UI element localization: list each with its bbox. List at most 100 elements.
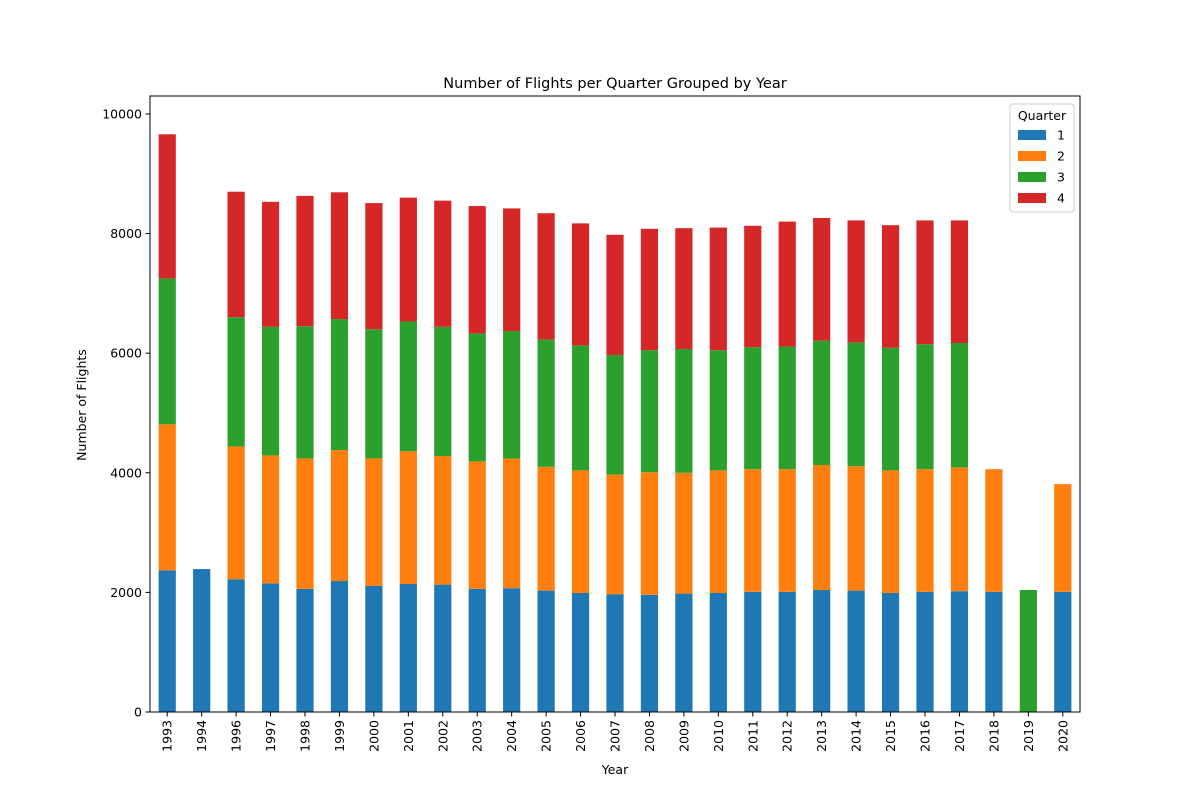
- x-tick-label: 1998: [298, 720, 313, 752]
- bar-2010-q3: [709, 350, 727, 471]
- bar-2016-q4: [916, 220, 934, 345]
- bar-2015-q2: [881, 470, 900, 593]
- x-tick-label: 2002: [435, 720, 450, 752]
- x-tick-label: 2011: [745, 720, 760, 752]
- bar-2011-q2: [744, 469, 762, 592]
- x-tick-label: 1997: [263, 720, 278, 752]
- bar-1997-q1: [261, 583, 280, 712]
- bar-2005-q1: [537, 590, 555, 712]
- y-tick-label: 8000: [110, 226, 142, 241]
- x-tick-label: 2014: [849, 720, 864, 752]
- bar-1996-q3: [227, 317, 245, 447]
- bar-2005-q2: [537, 466, 555, 591]
- bar-1999-q4: [330, 192, 349, 320]
- y-axis-label: Number of Flights: [74, 349, 89, 461]
- legend: Quarter 1 2 3 4: [1009, 103, 1075, 213]
- bar-2010-q2: [709, 470, 727, 593]
- legend-swatch-q4: [1018, 193, 1046, 203]
- bar-2016-q1: [916, 591, 934, 712]
- bar-2013-q4: [813, 218, 831, 341]
- bars-layer: [158, 134, 1072, 712]
- bar-1996-q2: [227, 446, 245, 580]
- bar-1993-q2: [158, 424, 176, 571]
- bar-2015-q3: [881, 347, 900, 471]
- bar-2008-q2: [640, 472, 659, 595]
- bar-1996-q4: [227, 191, 245, 318]
- bar-2017-q3: [950, 343, 969, 468]
- bar-2004-q4: [503, 208, 521, 332]
- bar-2009-q2: [675, 472, 693, 594]
- y-tick-label: 6000: [110, 346, 142, 361]
- bar-1998-q2: [296, 458, 314, 589]
- x-tick-label: 2010: [711, 720, 726, 752]
- y-tick-label: 0: [134, 705, 142, 720]
- bar-2006-q1: [571, 592, 590, 712]
- bar-1993-q1: [158, 570, 176, 712]
- bar-1998-q3: [296, 326, 314, 459]
- bar-2002-q2: [434, 456, 452, 585]
- bar-2006-q2: [571, 470, 590, 593]
- x-tick-label: 2006: [573, 720, 588, 752]
- x-tick-label: 2003: [470, 720, 485, 752]
- bar-2014-q1: [847, 590, 865, 712]
- x-tick-label: 1994: [194, 720, 209, 752]
- bar-2003-q2: [468, 461, 486, 589]
- bar-2012-q2: [778, 469, 796, 592]
- bar-2007-q3: [606, 354, 624, 475]
- bar-1999-q2: [330, 450, 349, 582]
- x-tick-label: 1999: [332, 720, 347, 752]
- x-tick-label: 1996: [229, 720, 244, 752]
- bar-1999-q1: [330, 581, 349, 712]
- bar-2014-q4: [847, 220, 865, 343]
- bar-2011-q1: [744, 591, 762, 712]
- chart-title: Number of Flights per Quarter Grouped by…: [443, 76, 786, 92]
- legend-swatch-q3: [1018, 172, 1046, 182]
- bar-2004-q1: [503, 588, 521, 712]
- bar-2001-q2: [399, 451, 417, 585]
- x-tick-label: 2015: [883, 720, 898, 752]
- bar-2002-q4: [434, 200, 452, 327]
- bar-2001-q3: [399, 321, 417, 452]
- bar-2003-q4: [468, 206, 486, 334]
- x-tick-label: 2013: [814, 720, 829, 752]
- bar-2018-q1: [985, 591, 1003, 712]
- bar-2001-q4: [399, 197, 417, 322]
- legend-swatch-q1: [1018, 130, 1046, 140]
- bar-2000-q2: [365, 458, 383, 586]
- legend-label-q2: 2: [1057, 149, 1065, 164]
- bar-2016-q2: [916, 469, 934, 592]
- bar-1999-q3: [330, 319, 349, 451]
- bar-2012-q3: [778, 346, 796, 470]
- x-tick-label: 2018: [986, 720, 1001, 752]
- x-tick-label: 2012: [780, 720, 795, 752]
- bar-2009-q4: [675, 228, 693, 349]
- bar-2001-q1: [399, 584, 417, 712]
- legend-label-q1: 1: [1057, 128, 1065, 143]
- bar-2019-q3: [1019, 590, 1037, 712]
- bar-2010-q4: [709, 227, 727, 351]
- bar-2014-q3: [847, 342, 865, 467]
- bar-2020-q2: [1054, 484, 1072, 592]
- bar-2017-q4: [950, 220, 969, 343]
- bar-2009-q3: [675, 348, 693, 473]
- bar-2003-q1: [468, 588, 486, 712]
- bar-1993-q3: [158, 278, 176, 425]
- x-tick-label: 2008: [642, 720, 657, 752]
- bar-1997-q3: [261, 326, 280, 456]
- bar-2003-q3: [468, 333, 486, 462]
- bar-2017-q2: [950, 467, 969, 592]
- bar-2012-q4: [778, 221, 796, 347]
- bar-2009-q1: [675, 593, 693, 712]
- bar-2008-q1: [640, 594, 659, 712]
- bar-2017-q1: [950, 591, 969, 712]
- bar-2006-q3: [571, 345, 590, 471]
- bar-2014-q2: [847, 466, 865, 591]
- bar-2011-q3: [744, 347, 762, 470]
- bar-2000-q3: [365, 329, 383, 459]
- bar-2005-q3: [537, 339, 555, 467]
- bar-2005-q4: [537, 213, 555, 340]
- bar-2020-q1: [1054, 591, 1072, 712]
- bar-2015-q4: [881, 225, 900, 348]
